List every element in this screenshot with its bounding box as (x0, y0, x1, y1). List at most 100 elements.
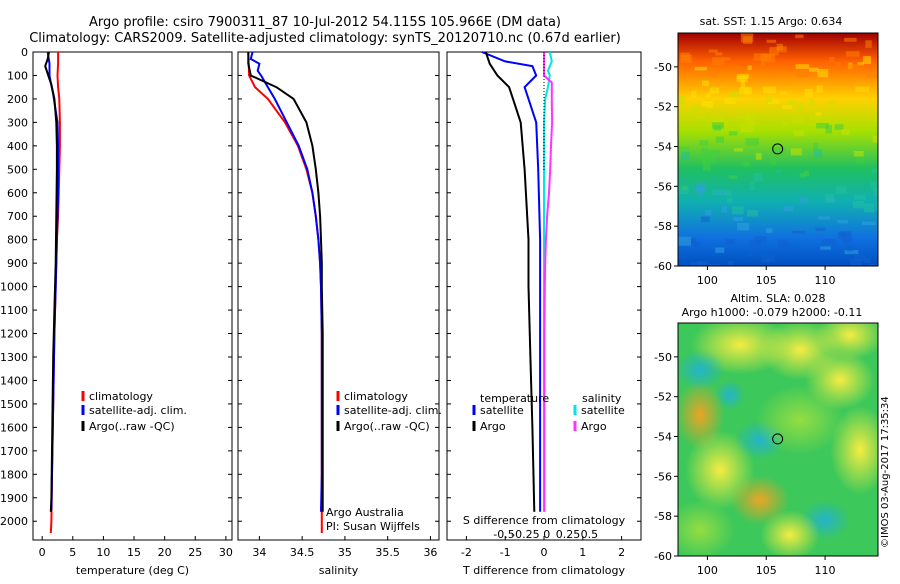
x-tick-label: 34 (252, 546, 266, 559)
sst-speckle (739, 87, 753, 94)
series-line-black (484, 51, 536, 512)
sst-speckle (809, 116, 823, 121)
sst-speckle (695, 182, 707, 191)
sst-speckle (711, 86, 717, 91)
sst-speckle (709, 87, 720, 94)
sst-speckle (699, 140, 709, 146)
sla-blob (715, 380, 745, 410)
series-line-magenta (543, 52, 554, 512)
sst-speckle (680, 52, 691, 61)
sst-speckle (766, 39, 777, 43)
y-tick-label: 1700 (0, 445, 28, 458)
credit-line: Argo Australia (326, 506, 404, 519)
y-tick-label: 1600 (0, 421, 28, 434)
sst-speckle (795, 64, 810, 69)
sst-speckle (733, 148, 743, 152)
sst-speckle (813, 142, 819, 151)
sst-speckle (678, 146, 689, 151)
y-tick-label: 500 (7, 163, 28, 176)
x-tick-label: 36 (423, 546, 437, 559)
sst-speckle (765, 228, 773, 233)
sst-speckle (749, 181, 755, 191)
x-axis-label: temperature (deg C) (76, 564, 189, 577)
sst-speckle (678, 236, 692, 246)
x-tick-label: 0 (541, 546, 548, 559)
sst-speckle (813, 149, 823, 159)
x-tick-label: -2 (461, 546, 472, 559)
sst-speckle (770, 158, 777, 165)
sst-speckle (727, 260, 735, 266)
y-tick-label: 700 (7, 210, 28, 223)
sst-speckle (747, 210, 759, 217)
sst-speckle (853, 150, 864, 157)
sst-speckle (841, 234, 852, 243)
sst-speckle (793, 130, 805, 137)
sst-speckle (691, 237, 697, 247)
y-tick-label: 1300 (0, 351, 28, 364)
legend-label: Argo (480, 420, 506, 433)
series-group (247, 51, 324, 533)
sst-speckle (829, 101, 835, 106)
x-tick-label: 35 (338, 546, 352, 559)
sst-speckle (727, 239, 735, 244)
sst-speckle (844, 37, 857, 42)
imos-watermark: ©IMOS 03-Aug-2017 17:35:34 (880, 396, 891, 548)
x-axis-label: salinity (319, 564, 359, 577)
sst-speckle (737, 222, 750, 231)
sst-speckle (865, 40, 872, 48)
x-tick-label: 110 (815, 274, 836, 287)
x-tick-label: 1 (579, 546, 586, 559)
sla-blob (678, 500, 735, 556)
sst-speckle (861, 221, 876, 226)
sst-speckle (804, 88, 813, 97)
sst-speckle (733, 217, 744, 221)
sla-blob (815, 323, 878, 360)
sst-speckle (822, 238, 836, 245)
y-tick-label: 1900 (0, 492, 28, 505)
sst-speckle (769, 47, 779, 56)
legend-label: Argo (581, 420, 607, 433)
y-tick-label: 100 (7, 69, 28, 82)
y-tick-label: -54 (654, 431, 672, 444)
sst-speckle (854, 195, 866, 200)
sst-texture (678, 33, 878, 266)
legend-title: salinity (582, 392, 622, 405)
sst-speckle (847, 64, 860, 73)
plot-frame (237, 51, 440, 541)
sst-speckle (712, 57, 724, 65)
sst-speckle (817, 68, 829, 78)
sst-speckle (818, 216, 830, 220)
sst-speckle (781, 242, 793, 249)
sst-speckle (835, 185, 847, 194)
y-tick-label: -50 (654, 351, 672, 364)
sst-speckle (852, 200, 865, 209)
legend-label: climatology (89, 390, 153, 403)
sst-speckle (873, 114, 878, 122)
sst-speckle (873, 188, 878, 196)
series-group (481, 51, 554, 512)
sst-speckle (799, 198, 808, 204)
sla-blob (755, 385, 845, 455)
sst-speckle (852, 263, 863, 266)
legend-label: climatology (344, 390, 408, 403)
sst-speckle (747, 65, 752, 71)
sst-speckle (815, 227, 826, 231)
sst-speckle (792, 230, 806, 234)
y-tick-label: 0 (21, 46, 28, 59)
sst-speckle (705, 209, 712, 216)
sst-speckle (825, 193, 835, 203)
sst-speckle (682, 265, 689, 266)
y-tick-label: 2000 (0, 515, 28, 528)
sst-speckle (694, 66, 707, 71)
sst-speckle (829, 57, 835, 63)
y-tick-label: -58 (654, 220, 672, 233)
top-tick-label: -0.25 (511, 528, 539, 541)
sla-map-panel: Altim. SLA: 0.028 Argo h1000: -0.079 h20… (654, 292, 879, 577)
y-tick-label: 200 (7, 93, 28, 106)
y-tick-label: 1200 (0, 328, 28, 341)
sst-speckle (855, 158, 865, 164)
x-tick-label: 100 (697, 564, 718, 577)
sst-speckle (697, 261, 708, 266)
x-tick-label: 100 (697, 274, 718, 287)
sst-speckle (700, 216, 710, 223)
